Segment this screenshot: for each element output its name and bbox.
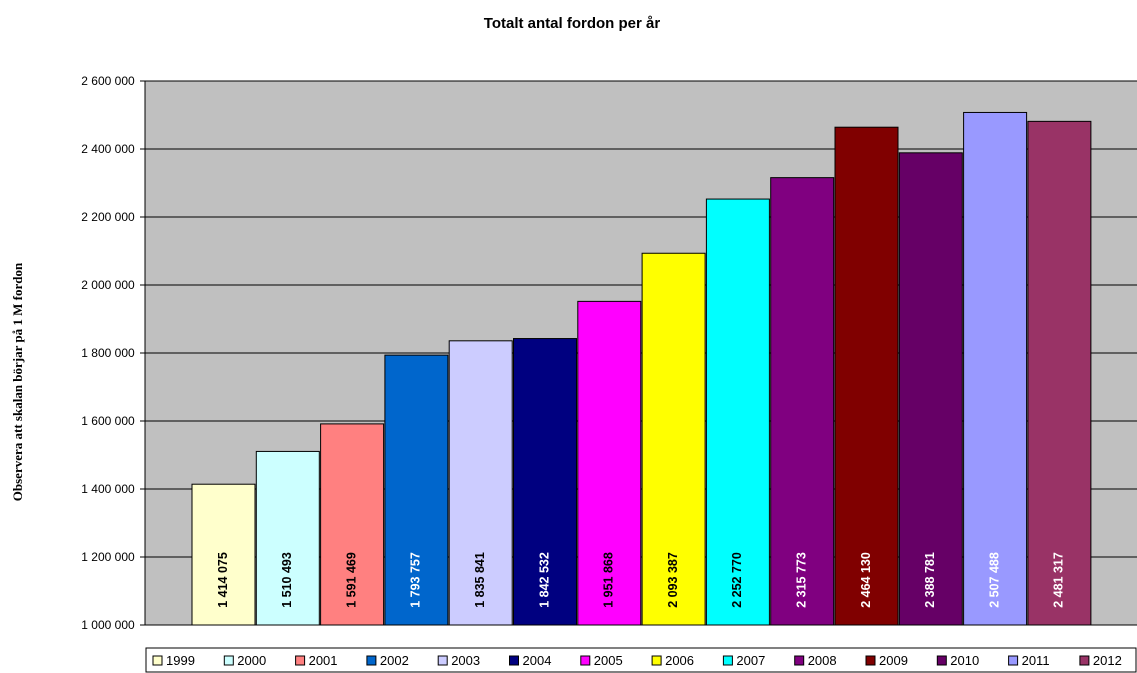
bar-1999 <box>191 483 256 626</box>
legend-swatch <box>580 655 591 666</box>
legend-label: 2006 <box>665 653 694 668</box>
y-tick-label: 2 000 000 <box>81 278 135 292</box>
legend-label: 2009 <box>879 653 908 668</box>
bar-2010 <box>898 152 963 626</box>
legend-box <box>145 647 1137 673</box>
legend-label: 2004 <box>523 653 552 668</box>
bar-2009 <box>834 126 899 626</box>
legend-label: 1999 <box>166 653 195 668</box>
bar-value-label: 2 315 773 <box>794 552 808 608</box>
chart-title: Totalt antal fordon per år <box>484 15 661 32</box>
axes <box>144 81 1137 626</box>
bar-value-label: 1 951 868 <box>602 552 616 608</box>
legend-label: 2001 <box>309 653 338 668</box>
bar-value-label: 2 507 488 <box>987 552 1001 608</box>
bar-value-label: 1 414 075 <box>216 552 230 608</box>
bar-value-label: 2 093 387 <box>666 552 680 608</box>
legend-swatch <box>651 655 662 666</box>
y-tick-label: 1 000 000 <box>81 618 135 632</box>
legend-label: 2011 <box>1022 653 1050 668</box>
bar-2005 <box>577 300 642 626</box>
legend-swatch <box>1008 655 1019 666</box>
legend-swatch <box>437 655 448 666</box>
bar-2012 <box>1027 120 1092 626</box>
bar-value-label: 1 842 532 <box>537 552 551 608</box>
bar-2004 <box>513 338 577 626</box>
bar-2000 <box>255 450 320 626</box>
legend-swatch <box>366 655 377 666</box>
legend-swatch <box>223 655 234 666</box>
bar-2008 <box>770 177 835 626</box>
y-tick-label: 1 800 000 <box>81 346 135 360</box>
y-tick-label: 1 600 000 <box>81 414 135 428</box>
bar-value-label: 2 464 130 <box>859 552 873 608</box>
legend-swatch <box>865 655 876 666</box>
legend-label: 2012 <box>1093 653 1122 668</box>
y-tick-label: 2 200 000 <box>81 210 135 224</box>
y-axis-label: Observera att skalan börjar på 1 M fordo… <box>10 262 25 501</box>
bar-value-label: 1 835 841 <box>473 552 487 608</box>
bars: 1 414 075 1 510 493 1 591 469 1 793 757 1 83… <box>191 111 1092 626</box>
bar-2011 <box>963 111 1028 626</box>
y-axis-ticks: 1 000 000 1 200 000 1 400 000 1 600 000 1 80… <box>81 74 145 632</box>
bar-2001 <box>320 423 385 626</box>
bar-2002 <box>384 354 449 626</box>
bar-2006 <box>641 252 706 626</box>
legend-label: 2005 <box>594 653 623 668</box>
legend-swatch <box>152 655 163 666</box>
y-tick-label: 1 400 000 <box>81 482 135 496</box>
y-tick-label: 2 400 000 <box>81 142 135 156</box>
legend-label: 2007 <box>736 653 765 668</box>
bar-value-label: 1 591 469 <box>344 552 358 608</box>
legend-label: 2010 <box>950 653 979 668</box>
legend-swatch <box>509 655 519 666</box>
legend-label: 2003 <box>451 653 480 668</box>
legend-label: 2000 <box>237 653 266 668</box>
bar-2007 <box>705 198 770 626</box>
legend-swatch <box>936 655 947 666</box>
bar-value-label: 2 252 770 <box>730 552 744 608</box>
bar-value-label: 1 793 757 <box>409 552 423 608</box>
legend: 1999 2000 2001 2002 2003 2004 2005 2006 2007 2008… <box>145 647 1137 673</box>
bar-value-label: 2 388 781 <box>923 552 937 608</box>
bar-value-label: 1 510 493 <box>280 552 294 608</box>
legend-label: 2008 <box>808 653 837 668</box>
legend-swatch <box>794 655 805 666</box>
y-tick-label: 1 200 000 <box>81 550 135 564</box>
legend-swatch <box>1079 655 1090 666</box>
bar-value-label: 2 481 317 <box>1052 552 1066 608</box>
legend-swatch <box>295 655 306 666</box>
legend-label: 2002 <box>380 653 409 668</box>
y-tick-label: 2 600 000 <box>81 74 135 88</box>
legend-swatch <box>722 655 733 666</box>
bar-2003 <box>448 340 513 626</box>
